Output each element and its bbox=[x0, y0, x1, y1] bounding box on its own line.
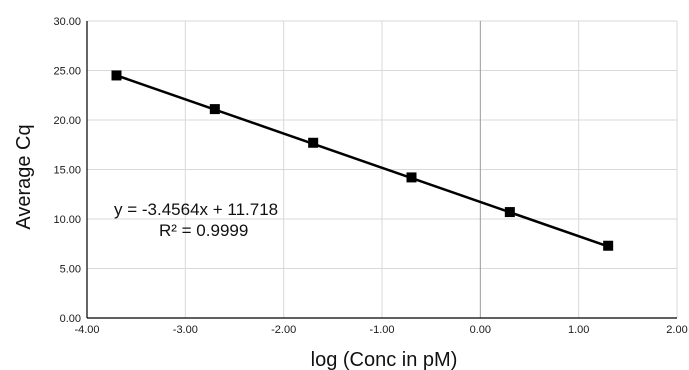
y-tick-label: 30.00 bbox=[53, 16, 81, 28]
y-tick-label: 25.00 bbox=[53, 66, 81, 78]
x-tick-label: 0.00 bbox=[470, 324, 491, 336]
x-axis-title: log (Conc in pM) bbox=[311, 349, 458, 370]
x-tick-label: 1.00 bbox=[568, 324, 589, 336]
trendline bbox=[116, 74, 609, 248]
data-point bbox=[406, 172, 417, 183]
y-tick-label: 0.00 bbox=[60, 313, 81, 325]
x-tick-label: 2.00 bbox=[666, 324, 687, 336]
data-point bbox=[111, 70, 122, 81]
data-point bbox=[209, 104, 220, 115]
data-point bbox=[603, 240, 614, 251]
y-tick-label: 20.00 bbox=[53, 115, 81, 127]
data-points bbox=[111, 70, 614, 251]
x-tick-labels: -4.00 -3.00 -2.00 -1.00 0.00 1.00 2.00 bbox=[74, 324, 687, 336]
trendline-equation: y = -3.4564x + 11.718 bbox=[114, 200, 278, 219]
trendline-group bbox=[116, 74, 609, 248]
r-squared-label: R² = 0.9999 bbox=[159, 221, 248, 240]
y-tick-labels: 0.00 5.00 10.00 15.00 20.00 25.00 30.00 bbox=[53, 16, 81, 325]
axes bbox=[86, 21, 677, 319]
y-tick-label: 15.00 bbox=[53, 165, 81, 177]
x-tick-label: -1.00 bbox=[369, 324, 394, 336]
x-tick-label: -3.00 bbox=[173, 324, 198, 336]
y-axis-title: Average Cq bbox=[13, 124, 35, 229]
x-tick-label: -2.00 bbox=[271, 324, 296, 336]
x-tick-label: -4.00 bbox=[74, 324, 99, 336]
y-tick-label: 10.00 bbox=[53, 214, 81, 226]
y-tick-label: 5.00 bbox=[60, 264, 81, 276]
data-point bbox=[308, 137, 319, 148]
grid-lines bbox=[86, 20, 678, 319]
data-point bbox=[504, 207, 515, 218]
